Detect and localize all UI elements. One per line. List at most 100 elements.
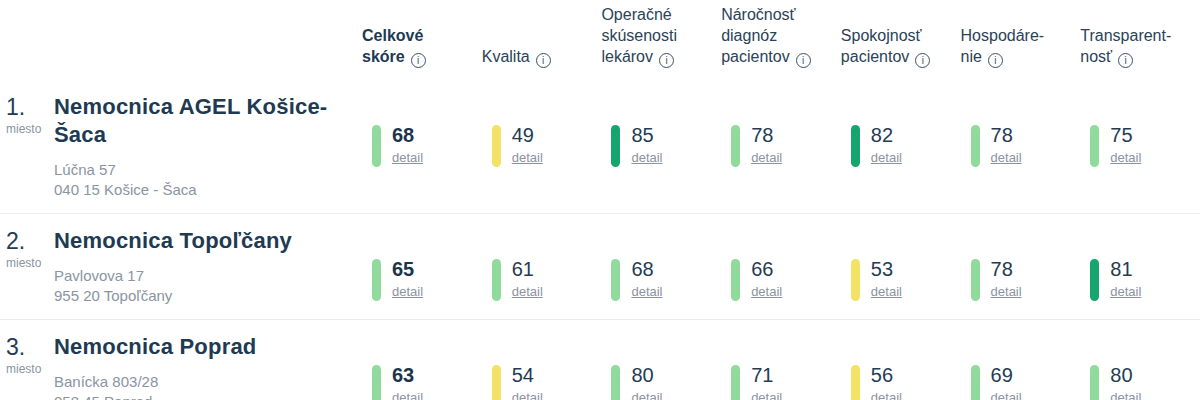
info-icon[interactable]: i — [988, 53, 1003, 68]
score-bar — [971, 125, 980, 167]
score-bar — [731, 365, 740, 400]
hospital-address: Pavlovova 17 955 20 Topoľčany — [54, 266, 362, 306]
detail-link[interactable]: detail — [1110, 284, 1141, 299]
score-cell-transparentnost: 81 detail — [1080, 257, 1200, 306]
hospital-row: 3. miesto Nemocnica Poprad Banícka 803/2… — [0, 320, 1200, 400]
column-header-narocnost-diagnoz: Náročnosť diagnóz pacientovi — [721, 4, 841, 69]
detail-link[interactable]: detail — [1110, 390, 1141, 400]
hospital-info-cell: Nemocnica Poprad Banícka 803/28 058 45 P… — [48, 333, 362, 400]
score-cell-narocnost-diagnoz: 66 detail — [721, 257, 841, 306]
score-bar — [372, 365, 381, 400]
score-body: 49 detail — [512, 123, 543, 166]
score-value: 85 — [631, 123, 662, 147]
score-body: 78 detail — [991, 257, 1022, 300]
detail-link[interactable]: detail — [751, 150, 782, 165]
score-cell-transparentnost: 80 detail — [1080, 363, 1200, 400]
score-body: 78 detail — [991, 123, 1022, 166]
detail-link[interactable]: detail — [392, 150, 423, 165]
score-body: 85 detail — [631, 123, 662, 166]
score-body: 68 detail — [392, 123, 423, 166]
score-value: 78 — [751, 123, 782, 147]
score-cell-transparentnost: 75 detail — [1080, 123, 1200, 200]
detail-link[interactable]: detail — [631, 284, 662, 299]
info-icon[interactable]: i — [915, 53, 930, 68]
score-value: 63 — [392, 363, 423, 387]
info-icon[interactable]: i — [659, 53, 674, 68]
score-body: 71 detail — [751, 363, 782, 400]
score-bar — [731, 259, 740, 301]
hospital-info-cell: Nemocnica Topoľčany Pavlovova 17 955 20 … — [48, 227, 362, 306]
detail-link[interactable]: detail — [751, 284, 782, 299]
score-body: 65 detail — [392, 257, 423, 300]
score-cell-kvalita: 49 detail — [482, 123, 602, 200]
score-body: 68 detail — [631, 257, 662, 300]
rank-label: miesto — [6, 362, 48, 376]
score-cell-kvalita: 54 detail — [482, 363, 602, 400]
score-cell-operacne-skusenosti: 68 detail — [601, 257, 721, 306]
hospital-name: Nemocnica Topoľčany — [54, 227, 362, 255]
hospital-address: Banícka 803/28 058 45 Poprad — [54, 372, 362, 400]
score-body: 80 detail — [631, 363, 662, 400]
detail-link[interactable]: detail — [991, 284, 1022, 299]
detail-link[interactable]: detail — [871, 390, 902, 400]
table-header: Celkové skórei Kvalitai Operačné skúseno… — [0, 0, 1200, 80]
detail-link[interactable]: detail — [631, 390, 662, 400]
rank-number: 1. — [6, 93, 48, 121]
score-bar — [851, 365, 860, 400]
score-cell-celkove-skore: 65 detail — [362, 257, 482, 306]
address-line: Pavlovova 17 — [54, 266, 362, 286]
column-header-operacne-skusenosti: Operačné skúsenosti lekárovi — [601, 4, 721, 69]
score-bar — [492, 125, 501, 167]
score-value: 68 — [392, 123, 423, 147]
detail-link[interactable]: detail — [392, 390, 423, 400]
detail-link[interactable]: detail — [871, 150, 902, 165]
score-bar — [492, 259, 501, 301]
column-header-kvalita: Kvalitai — [482, 46, 602, 69]
score-cell-narocnost-diagnoz: 78 detail — [721, 123, 841, 200]
rank-cell: 1. miesto — [0, 93, 48, 200]
score-value: 78 — [991, 257, 1022, 281]
detail-link[interactable]: detail — [512, 390, 543, 400]
score-bar — [611, 125, 620, 167]
column-header-spokojnost-pacientov: Spokojnosť pacientovi — [841, 25, 961, 69]
hospital-row: 1. miesto Nemocnica AGEL Košice-Šaca Lúč… — [0, 80, 1200, 214]
info-icon[interactable]: i — [796, 53, 811, 68]
info-icon[interactable]: i — [1118, 53, 1133, 68]
detail-link[interactable]: detail — [991, 150, 1022, 165]
score-body: 82 detail — [871, 123, 902, 166]
detail-link[interactable]: detail — [871, 284, 902, 299]
score-value: 53 — [871, 257, 902, 281]
rank-number: 3. — [6, 333, 48, 361]
detail-link[interactable]: detail — [512, 150, 543, 165]
score-body: 80 detail — [1110, 363, 1141, 400]
score-bar — [611, 259, 620, 301]
address-line: 955 20 Topoľčany — [54, 286, 362, 306]
score-bar — [372, 259, 381, 301]
info-icon[interactable]: i — [536, 53, 551, 68]
score-bar — [731, 125, 740, 167]
column-header-label: Náročnosť diagnóz pacientov — [721, 6, 795, 65]
rank-label: miesto — [6, 122, 48, 136]
score-body: 69 detail — [991, 363, 1022, 400]
score-value: 80 — [1110, 363, 1141, 387]
score-cell-hospodarenie: 78 detail — [961, 257, 1081, 306]
address-line: 040 15 Košice - Šaca — [54, 180, 362, 200]
score-bar — [1090, 125, 1099, 167]
score-value: 81 — [1110, 257, 1141, 281]
address-line: Lúčna 57 — [54, 160, 362, 180]
score-bar — [492, 365, 501, 400]
info-icon[interactable]: i — [411, 53, 426, 68]
detail-link[interactable]: detail — [631, 150, 662, 165]
address-line: Banícka 803/28 — [54, 372, 362, 392]
detail-link[interactable]: detail — [751, 390, 782, 400]
detail-link[interactable]: detail — [991, 390, 1022, 400]
score-body: 54 detail — [512, 363, 543, 400]
detail-link[interactable]: detail — [512, 284, 543, 299]
score-value: 75 — [1110, 123, 1141, 147]
detail-link[interactable]: detail — [392, 284, 423, 299]
score-value: 54 — [512, 363, 543, 387]
detail-link[interactable]: detail — [1110, 150, 1141, 165]
score-bar — [372, 125, 381, 167]
score-cell-spokojnost-pacientov: 82 detail — [841, 123, 961, 200]
score-body: 61 detail — [512, 257, 543, 300]
